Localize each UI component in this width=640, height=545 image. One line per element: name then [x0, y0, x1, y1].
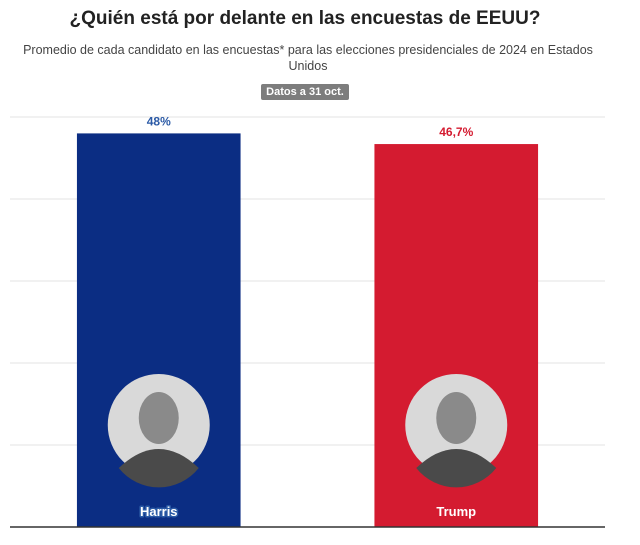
portrait [107, 374, 210, 488]
note-badge: Datos a 31 oct. [0, 82, 610, 100]
chart-title: ¿Quién está por delante en las encuestas… [69, 8, 541, 29]
value-label: 46,7% [439, 125, 473, 139]
value-label: 48% [147, 114, 171, 128]
category-label: Harris [140, 504, 178, 519]
portrait [405, 374, 508, 488]
chart-subtitle: Promedio de cada candidato en las encues… [23, 43, 593, 73]
note: Datos a 31 oct. [261, 84, 349, 100]
category-label: Trump [436, 504, 476, 519]
